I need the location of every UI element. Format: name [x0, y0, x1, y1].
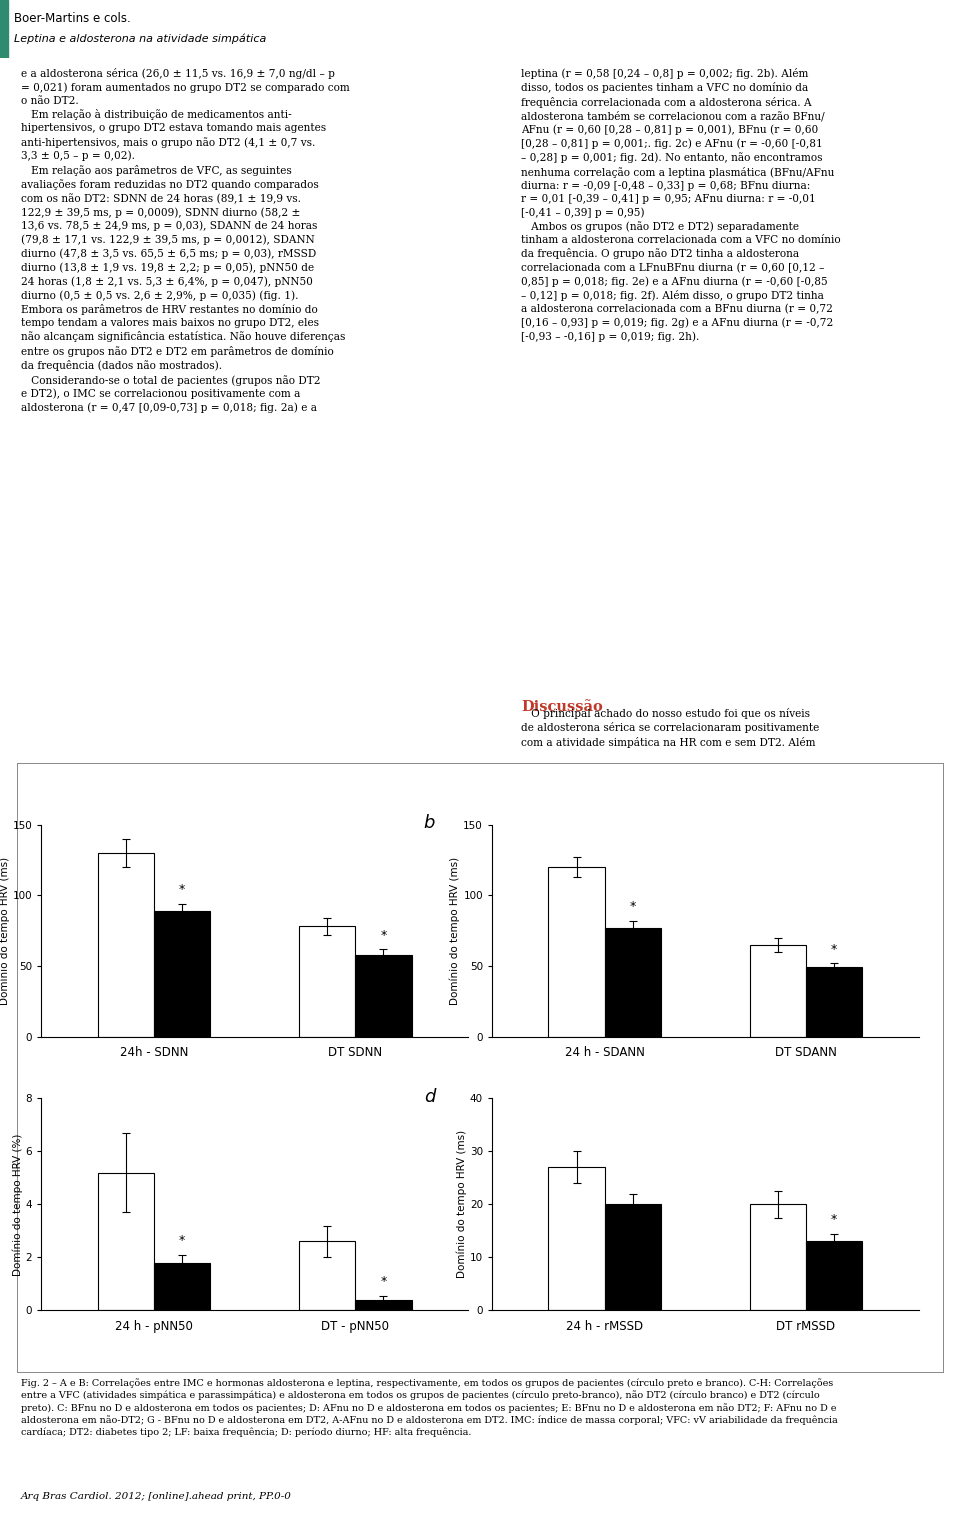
- Text: *: *: [180, 1234, 185, 1247]
- Text: Leptina e aldosterona na atividade simpática: Leptina e aldosterona na atividade simpá…: [14, 34, 267, 45]
- Bar: [806, 967, 862, 1036]
- Y-axis label: Domínio do tempo HRV (ms): Domínio do tempo HRV (ms): [450, 856, 461, 1004]
- Text: d: d: [423, 1087, 435, 1106]
- Y-axis label: Domínio do tempo HRV (ms): Domínio do tempo HRV (ms): [457, 1130, 468, 1278]
- Bar: [548, 1167, 605, 1311]
- Text: Boer-Martins e cols.: Boer-Martins e cols.: [14, 12, 132, 25]
- Y-axis label: Domínio do tempo HRV (%): Domínio do tempo HRV (%): [12, 1133, 23, 1275]
- Text: e a aldosterona sérica (26,0 ± 11,5 vs. 16,9 ± 7,0 ng/dl – p
= 0,021) foram aume: e a aldosterona sérica (26,0 ± 11,5 vs. …: [21, 68, 349, 413]
- Text: Arq Bras Cardiol. 2012; [online].ahead print, PP.0-0: Arq Bras Cardiol. 2012; [online].ahead p…: [21, 1492, 292, 1502]
- Bar: [750, 944, 806, 1036]
- Text: *: *: [630, 901, 636, 913]
- Bar: [98, 1172, 154, 1311]
- Text: Fig. 2 – A e B: Correlações entre IMC e hormonas aldosterona e leptina, respecti: Fig. 2 – A e B: Correlações entre IMC e …: [21, 1378, 838, 1437]
- Bar: [98, 853, 154, 1036]
- Bar: [355, 1300, 412, 1311]
- Text: *: *: [380, 1275, 387, 1289]
- Text: *: *: [831, 1214, 837, 1226]
- Bar: [299, 1241, 355, 1311]
- Bar: [154, 910, 210, 1036]
- Text: Discussão: Discussão: [521, 701, 603, 715]
- Bar: [806, 1241, 862, 1311]
- Bar: [605, 927, 661, 1036]
- Text: *: *: [380, 929, 387, 941]
- Y-axis label: Domínio do tempo HRV (ms): Domínio do tempo HRV (ms): [0, 856, 10, 1004]
- Bar: [605, 1204, 661, 1311]
- Text: *: *: [180, 884, 185, 896]
- Bar: [154, 1263, 210, 1311]
- Bar: [548, 867, 605, 1036]
- Text: leptina (r = 0,58 [0,24 – 0,8] p = 0,002; fig. 2b). Além
disso, todos os pacient: leptina (r = 0,58 [0,24 – 0,8] p = 0,002…: [521, 68, 841, 342]
- Text: *: *: [831, 942, 837, 956]
- Text: O principal achado do nosso estudo foi que os níveis
de aldosterona sérica se co: O principal achado do nosso estudo foi q…: [521, 708, 820, 748]
- Bar: [355, 955, 412, 1036]
- Bar: [750, 1204, 806, 1311]
- Bar: [299, 927, 355, 1036]
- Bar: [0, 0, 8, 59]
- Text: b: b: [423, 815, 435, 832]
